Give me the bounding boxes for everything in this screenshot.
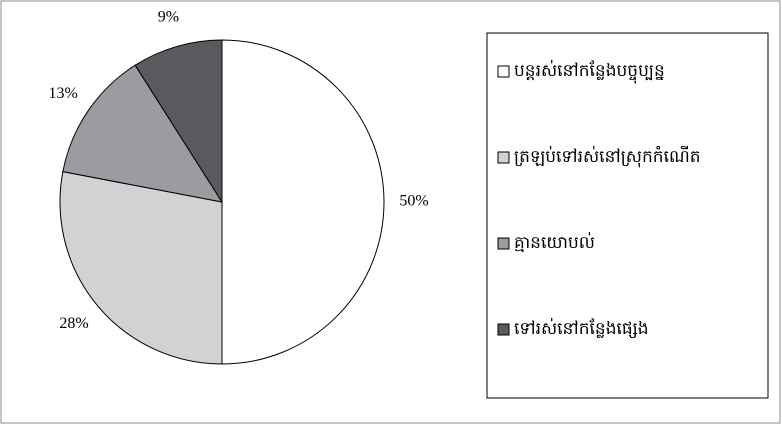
data-label: 28%: [59, 315, 88, 332]
legend-label: គ្មានយោបល់: [514, 231, 595, 252]
legend-label: ត្រឡប់ទៅរស់នៅស្រុកកំណើត: [514, 145, 701, 168]
pie-slice: [62, 64, 224, 203]
pie-slice: [221, 39, 385, 365]
legend-swatch: [497, 323, 510, 336]
data-label: 50%: [399, 193, 428, 210]
legend-swatch: [497, 237, 510, 250]
data-label: 9%: [158, 8, 179, 25]
legend-swatch: [497, 65, 510, 78]
legend-label: ទៅរស់នៅកន្លែងផ្សេង: [514, 317, 649, 339]
legend-label: បន្តរស់នៅកន្លែងបច្ចុប្បន្ន: [514, 59, 665, 84]
legend-box: [486, 32, 769, 399]
pie-slice: [59, 171, 223, 365]
pie-slice: [134, 39, 223, 204]
data-label: 13%: [49, 85, 78, 102]
legend-swatch: [497, 151, 510, 164]
